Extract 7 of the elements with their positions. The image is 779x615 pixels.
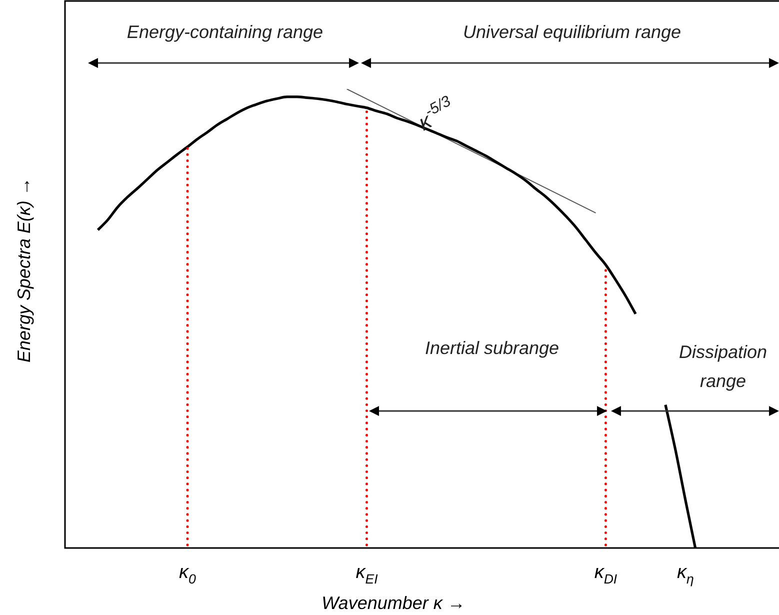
text: Energy-containing range xyxy=(126,22,324,42)
annotation: Dissipation range xyxy=(678,342,768,391)
annotation: Inertial subrange xyxy=(424,338,560,358)
text: Universal equilibrium range xyxy=(462,22,682,42)
x-axis-title: Wavenumber κ → xyxy=(322,593,466,613)
y-axis-title: Energy Spectra E(κ) → xyxy=(14,177,34,363)
annotation: κ-5/3 xyxy=(414,92,454,136)
